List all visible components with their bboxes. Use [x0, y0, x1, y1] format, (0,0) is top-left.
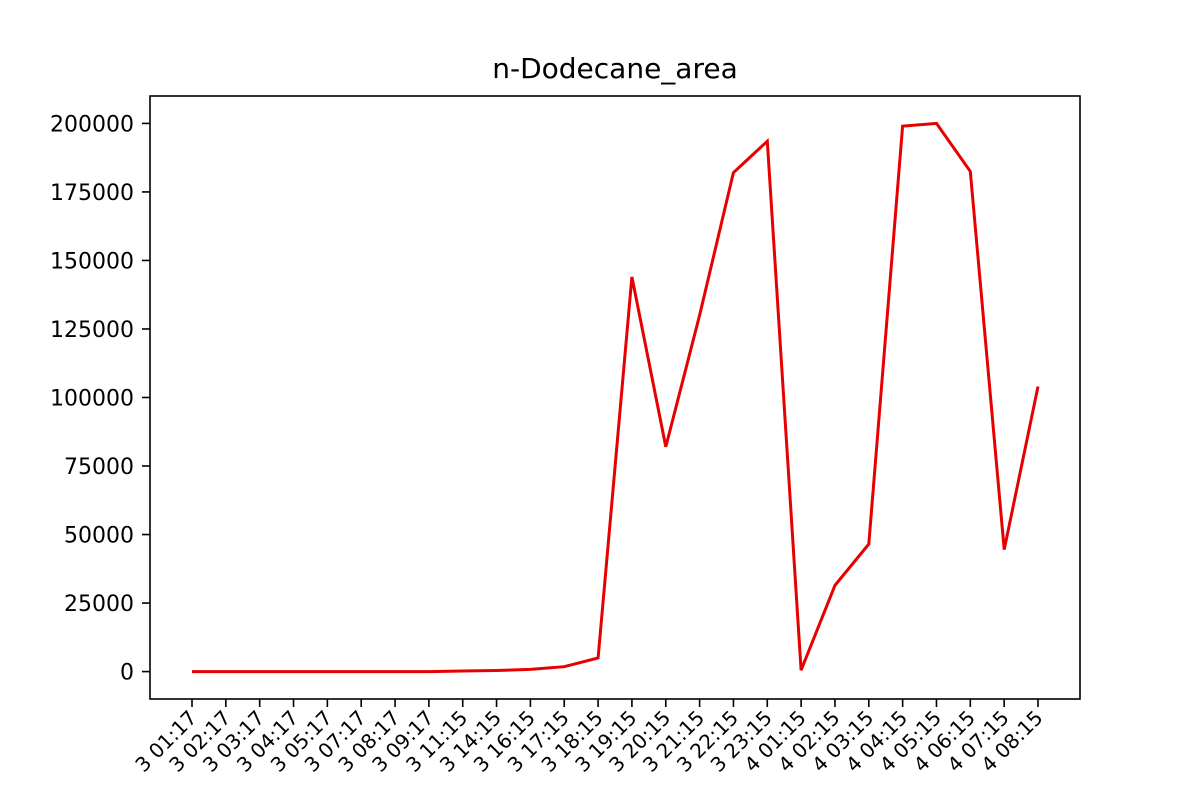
y-tick-label: 150000 — [50, 249, 134, 274]
series-line — [192, 121, 1040, 674]
y-tick-label: 175000 — [50, 181, 134, 206]
plot-frame — [149, 95, 1081, 700]
y-tick-label: 50000 — [64, 524, 134, 549]
y-tick-label: 200000 — [50, 112, 134, 137]
y-tick-label: 0 — [120, 661, 134, 686]
y-tick-label: 25000 — [64, 592, 134, 617]
y-tick-label: 100000 — [50, 387, 134, 412]
series-layer — [192, 121, 1040, 674]
y-axis: 0 25000 50000 75000 100000 125000 150000 175000… — [50, 112, 150, 686]
chart-title: n-Dodecane_area — [492, 52, 738, 85]
y-tick-label: 75000 — [64, 455, 134, 480]
y-tick-label: 125000 — [50, 318, 134, 343]
x-axis: 3 01:173 02:173 03:173 04:173 05:173 07:… — [130, 699, 1048, 777]
